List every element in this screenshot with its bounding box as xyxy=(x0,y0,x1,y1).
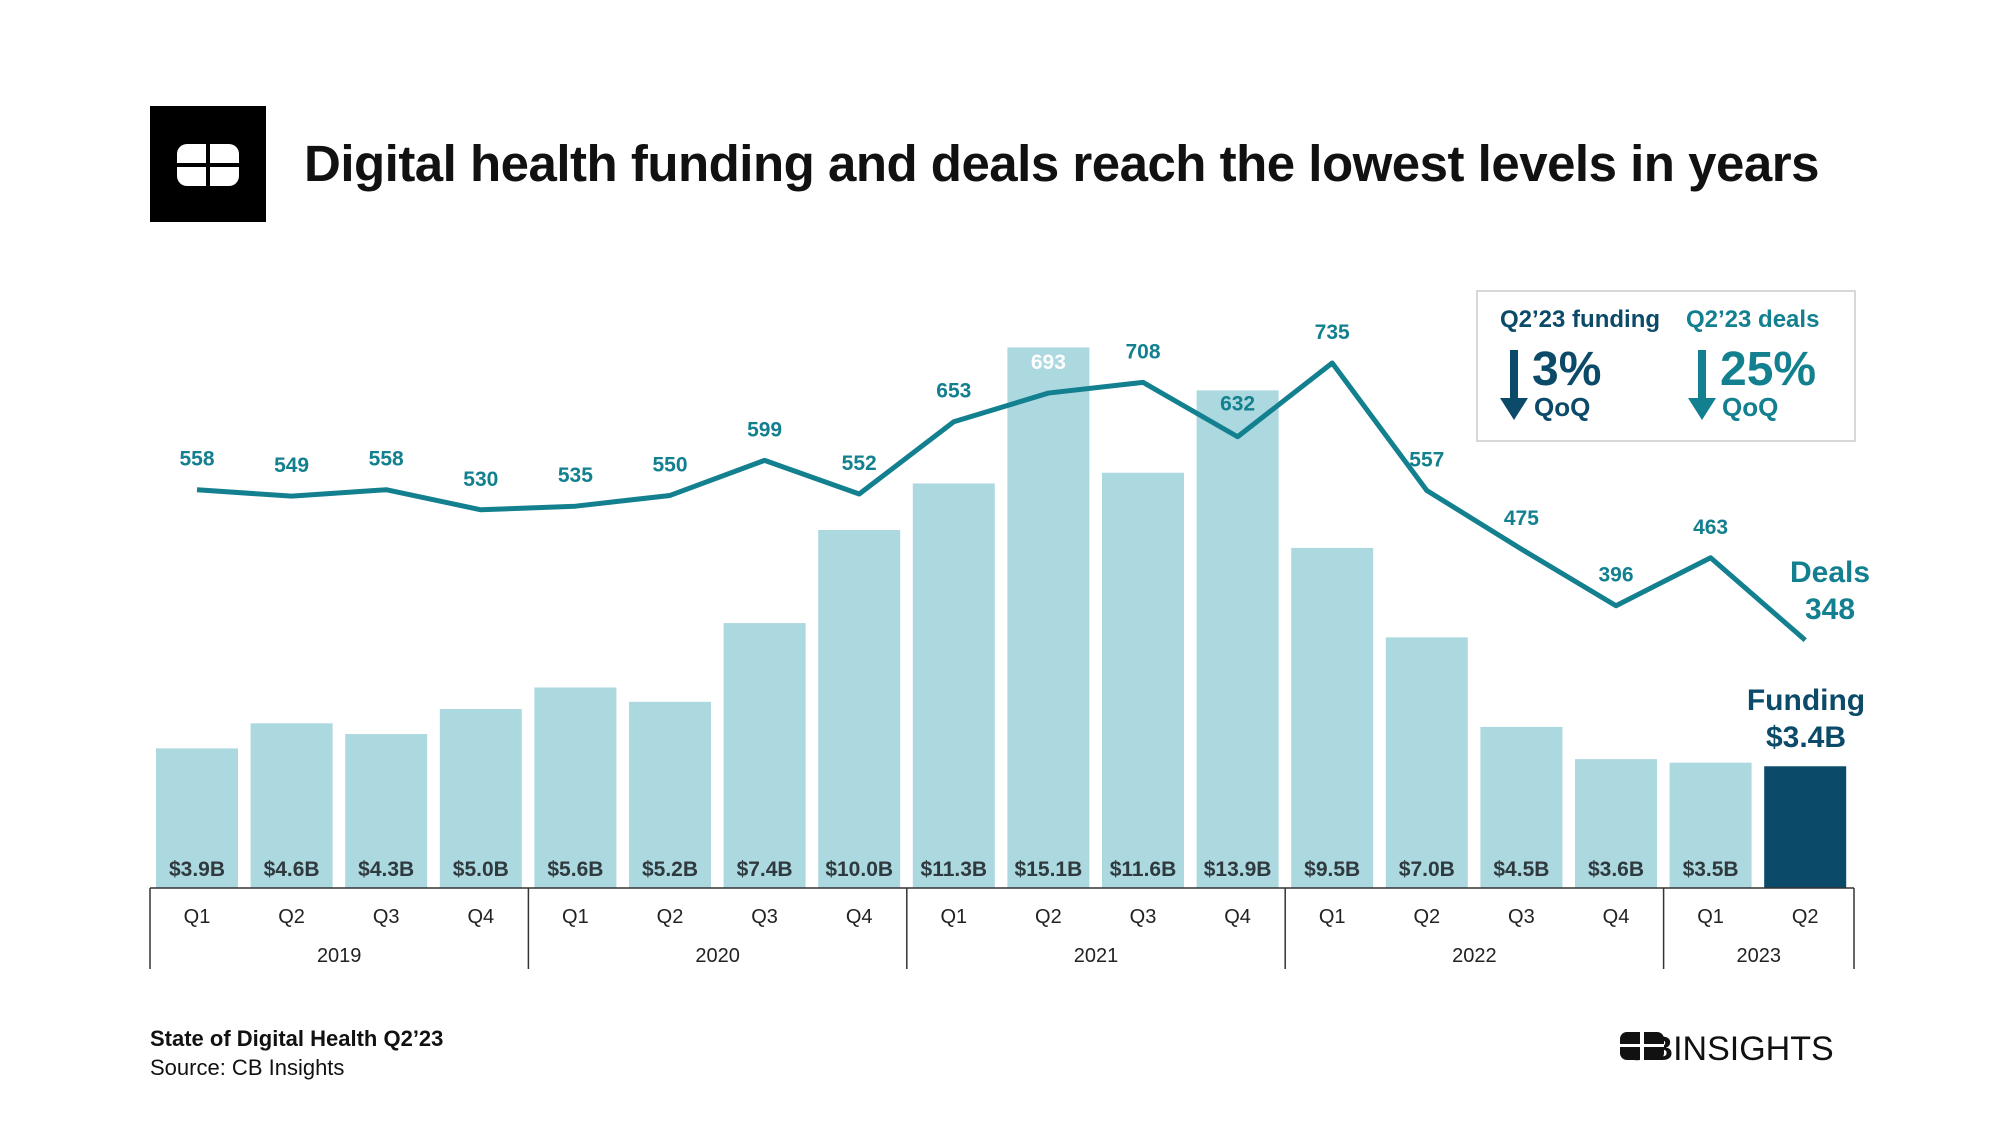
cb-logo xyxy=(150,106,266,222)
quarter-tick-label: Q3 xyxy=(1130,906,1157,928)
deals-point-label: 558 xyxy=(179,448,214,471)
funding-bar xyxy=(439,709,522,888)
chart-title: Digital health funding and deals reach t… xyxy=(304,135,1819,192)
funding-bar-label: $7.0B xyxy=(1399,858,1455,881)
deals-point-label: 463 xyxy=(1693,516,1728,539)
funding-bar-label: $5.6B xyxy=(547,858,603,881)
funding-bar-label: $3.6B xyxy=(1588,858,1644,881)
deals-point-label: 549 xyxy=(274,454,309,477)
funding-bar-label: $3.5B xyxy=(1683,858,1739,881)
source-note: Source: CB Insights xyxy=(150,1055,345,1080)
funding-bar-label: $3.9B xyxy=(169,858,225,881)
funding-end-value: $3.4B xyxy=(1765,721,1847,754)
funding-bar xyxy=(818,530,901,888)
quarter-tick-label: Q2 xyxy=(278,906,305,928)
cb-insights-logo-icon xyxy=(1620,1030,1664,1060)
year-label: 2020 xyxy=(695,945,740,967)
deals-line xyxy=(196,360,1807,642)
quarter-tick-label: Q4 xyxy=(1603,906,1630,928)
deals-point-label: 632 xyxy=(1220,393,1255,416)
deals-point-label: 653 xyxy=(936,380,971,403)
funding-bar xyxy=(1102,472,1184,888)
callout-box: Q2’23 funding Q2’23 deals 3% QoQ 25% QoQ xyxy=(1476,290,1856,442)
funding-down-arrow-icon xyxy=(1500,350,1528,420)
deals-point-label: 396 xyxy=(1598,564,1633,587)
year-label: 2019 xyxy=(317,945,362,967)
deals-point-label: 550 xyxy=(652,453,687,476)
year-label: 2023 xyxy=(1737,945,1782,967)
quarter-tick-label: Q3 xyxy=(751,906,778,928)
deals-point-label: 708 xyxy=(1125,340,1160,363)
report-name: State of Digital Health Q2’23 xyxy=(150,1026,444,1051)
funding-bar xyxy=(723,623,806,888)
funding-bar xyxy=(1669,762,1752,888)
quarter-tick-label: Q4 xyxy=(846,906,873,928)
funding-bar-label: $9.5B xyxy=(1304,858,1360,881)
funding-bar-label: $5.2B xyxy=(642,858,698,881)
funding-bar xyxy=(1007,347,1090,888)
deals-down-arrow-icon xyxy=(1688,350,1716,420)
deals-point-label: 599 xyxy=(747,418,782,441)
quarter-tick-label: Q1 xyxy=(184,906,211,928)
callout-deals-change: 25% xyxy=(1720,343,1817,396)
funding-bar xyxy=(1291,547,1374,888)
quarter-tick-label: Q1 xyxy=(1697,906,1724,928)
deals-end-value: 348 xyxy=(1804,593,1856,626)
quarter-tick-label: Q4 xyxy=(467,906,494,928)
deals-point-label: 552 xyxy=(842,452,877,475)
quarter-tick-label: Q4 xyxy=(1224,906,1251,928)
callout-funding-unit: QoQ xyxy=(1534,392,1591,422)
funding-bar xyxy=(912,483,995,888)
deals-point-label: 475 xyxy=(1504,507,1539,530)
year-label: 2021 xyxy=(1074,945,1119,967)
callout-funding-label: Q2’23 funding xyxy=(1500,306,1661,333)
deals-point-label: 535 xyxy=(558,464,593,487)
callout-funding-change: 3% xyxy=(1532,343,1602,396)
cb-logo-icon xyxy=(175,142,241,188)
funding-bar-label: $4.3B xyxy=(358,858,414,881)
deals-point-label: 557 xyxy=(1409,448,1444,471)
quarter-tick-label: Q2 xyxy=(657,906,684,928)
funding-bar-label: $4.5B xyxy=(1493,858,1549,881)
quarter-tick-label: Q1 xyxy=(562,906,589,928)
quarter-tick-label: Q2 xyxy=(1035,906,1062,928)
callout-deals-unit: QoQ xyxy=(1722,392,1779,422)
funding-bar xyxy=(1575,759,1657,888)
funding-bar-label: $11.6B xyxy=(1110,858,1177,881)
deals-point-label: 693 xyxy=(1031,351,1066,374)
quarter-tick-label: Q1 xyxy=(940,906,967,928)
funding-bar xyxy=(1480,726,1563,888)
deals-end-label: Deals xyxy=(1789,556,1871,589)
funding-bar xyxy=(629,701,711,888)
funding-end-label: Funding xyxy=(1746,684,1866,717)
quarter-tick-label: Q2 xyxy=(1413,906,1440,928)
funding-bar-label: $7.4B xyxy=(737,858,793,881)
funding-bar xyxy=(345,734,428,888)
funding-bar xyxy=(1385,637,1468,888)
year-label: 2022 xyxy=(1452,945,1497,967)
funding-bar xyxy=(534,687,617,888)
deals-point-label: 735 xyxy=(1315,321,1350,344)
cb-insights-brand: CBINSIGHTS xyxy=(1620,1030,1834,1069)
deals-point-label: 530 xyxy=(463,468,498,491)
funding-bar-label: $5.0B xyxy=(453,858,509,881)
quarter-tick-label: Q3 xyxy=(373,906,400,928)
funding-bar xyxy=(1196,390,1279,888)
funding-bar xyxy=(156,748,238,888)
quarter-tick-label: Q2 xyxy=(1792,906,1819,928)
funding-bar xyxy=(250,723,333,888)
quarter-tick-label: Q3 xyxy=(1508,906,1535,928)
funding-bar-label: $15.1B xyxy=(1015,858,1083,881)
funding-bar-label: $11.3B xyxy=(921,858,988,881)
funding-bar-label: $10.0B xyxy=(825,858,893,881)
quarter-tick-label: Q1 xyxy=(1319,906,1346,928)
funding-bar-label: $4.6B xyxy=(264,858,320,881)
callout-deals-label: Q2’23 deals xyxy=(1686,306,1820,333)
funding-bar-label: $13.9B xyxy=(1204,858,1272,881)
funding-bar xyxy=(1764,766,1847,888)
deals-point-label: 558 xyxy=(369,448,404,471)
